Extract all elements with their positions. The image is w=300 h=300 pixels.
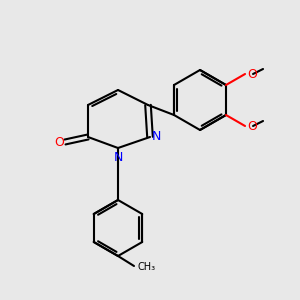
Text: O: O: [247, 68, 257, 80]
Text: N: N: [113, 151, 123, 164]
Text: N: N: [152, 130, 161, 142]
Text: O: O: [54, 136, 64, 148]
Text: CH₃: CH₃: [138, 262, 156, 272]
Text: O: O: [247, 119, 257, 133]
